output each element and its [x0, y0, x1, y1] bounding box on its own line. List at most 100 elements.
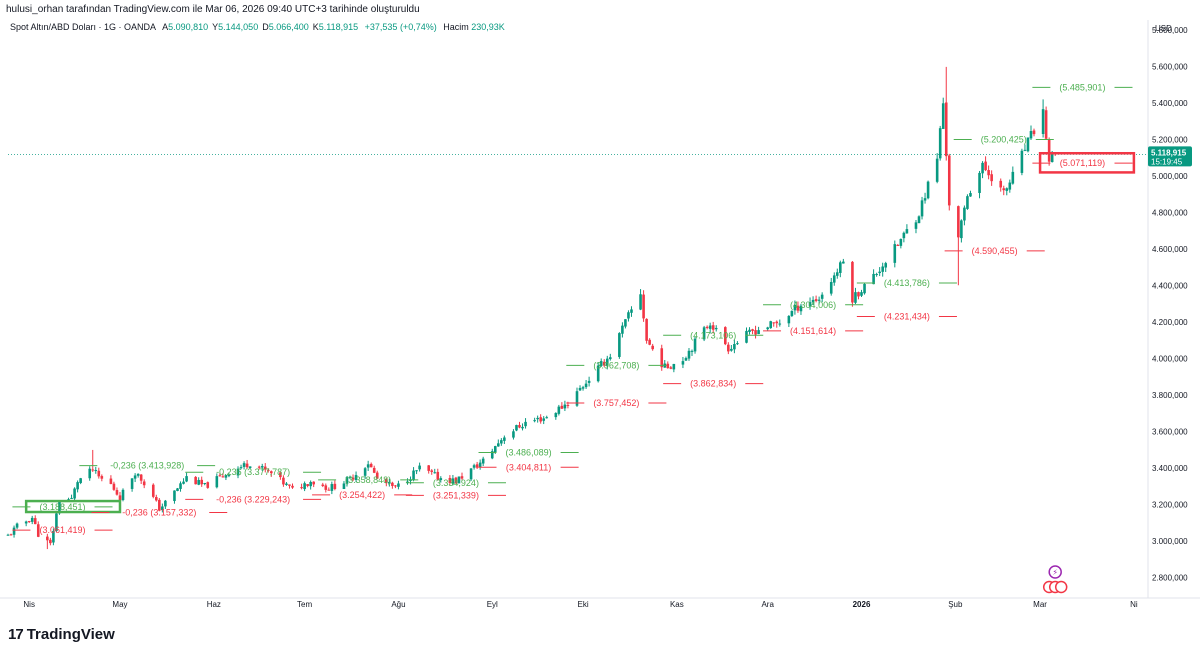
level-annotation: (3.862,834) [690, 379, 736, 389]
candle-body [500, 440, 503, 444]
ohlc-value-a: 5.090,810 [168, 22, 209, 32]
candle-body [1026, 137, 1030, 152]
level-annotation: (4.590,455) [972, 246, 1018, 256]
candle-body [745, 330, 748, 343]
candle-body [155, 497, 158, 501]
candle-body [990, 174, 993, 182]
candle-body [109, 478, 113, 484]
candle-body [1050, 152, 1054, 163]
candle-body [136, 473, 140, 476]
x-tick-label: Ni [1130, 600, 1138, 609]
candle-body [796, 305, 800, 311]
level-annotation: -0,236 (3.229,243) [216, 494, 290, 504]
candle-body [832, 275, 836, 283]
level-annotation: (4.304,006) [790, 300, 836, 310]
x-tick-label: Haz [207, 600, 221, 609]
candle-body [724, 327, 727, 345]
candle-body [605, 358, 609, 366]
candle-body [197, 479, 200, 485]
candle-body [599, 361, 603, 366]
x-tick-label: Nis [23, 600, 35, 609]
candle-body [342, 483, 346, 490]
x-tick-label: Ağu [391, 600, 405, 609]
candle-body [121, 489, 125, 501]
candle-body [1020, 150, 1024, 173]
level-annotation: (3.962,708) [593, 360, 639, 370]
candle-body [1023, 149, 1027, 151]
candle-body [693, 338, 697, 352]
candle-body [206, 482, 210, 488]
tradingview-logo[interactable]: 17 TradingView [8, 626, 115, 643]
candle-body [472, 465, 476, 468]
candle-body [521, 426, 524, 429]
candle-body [415, 470, 418, 472]
candle-body [493, 446, 497, 453]
candle-body [884, 263, 888, 268]
candle-body [139, 474, 143, 481]
ohlc-value-d: 5.066,400 [268, 22, 309, 32]
candle-body [754, 330, 757, 335]
candle-body [769, 321, 773, 329]
candle-body [430, 470, 434, 472]
candle-body [118, 495, 122, 501]
y-tick-label: 4.400,000 [1152, 282, 1188, 291]
candle-body [914, 222, 918, 229]
y-tick-label: 3.800,000 [1152, 391, 1188, 400]
candle-body [1041, 109, 1045, 134]
candle-body [621, 325, 624, 334]
candle-body [130, 478, 134, 489]
level-annotation: (3.358,848) [345, 475, 391, 485]
candle-body [851, 261, 854, 303]
candle-body [158, 499, 161, 511]
candle-body [282, 477, 285, 485]
x-tick-label: Kas [670, 600, 684, 609]
candle-body [575, 391, 579, 406]
y-tick-label: 2.800,000 [1152, 574, 1188, 583]
candle-body [999, 180, 1003, 188]
candle-body [587, 380, 591, 383]
symbol-name[interactable]: Spot Altın/ABD Doları · 1G · OANDA [10, 22, 156, 32]
candle-body [270, 471, 273, 474]
candle-body [285, 483, 288, 485]
candle-body [218, 475, 222, 477]
candle-body [6, 534, 10, 536]
candle-body [835, 272, 839, 276]
candle-body [412, 470, 415, 480]
candle-body [854, 292, 857, 303]
candle-body [248, 466, 252, 469]
x-tick-label: Eki [577, 600, 588, 609]
candle-body [902, 232, 906, 239]
candle-body [324, 485, 328, 490]
candle-body [839, 262, 842, 273]
candle-body [524, 421, 527, 427]
y-tick-label: 3.000,000 [1152, 537, 1188, 546]
candle-body [966, 196, 969, 209]
candle-body [733, 344, 736, 350]
candle-body [790, 310, 794, 316]
candle-body [711, 325, 715, 330]
candle-body [842, 261, 845, 264]
candle-body [303, 483, 306, 490]
candle-body [33, 518, 37, 525]
volume-label: Hacim [443, 22, 469, 32]
candle-body [627, 312, 630, 319]
candle-body [666, 363, 670, 369]
candle-body [793, 304, 797, 311]
level-annotation: (3.188,451) [39, 502, 85, 512]
candle-body [194, 476, 197, 485]
candle-body [829, 282, 833, 294]
y-tick-label: 3.400,000 [1152, 464, 1188, 473]
brand-name: TradingView [26, 626, 115, 643]
candle-body [708, 325, 712, 329]
candle-body [923, 198, 927, 201]
x-tick-label: Tem [297, 600, 312, 609]
candle-body [1002, 188, 1006, 191]
candle-body [397, 483, 400, 487]
candle-body [566, 404, 570, 406]
candle-body [70, 497, 73, 499]
candle-body [327, 489, 331, 491]
current-price-tag [1148, 146, 1192, 167]
ohlc-label-d: D [262, 22, 269, 32]
y-tick-label: 5.600,000 [1152, 63, 1188, 72]
